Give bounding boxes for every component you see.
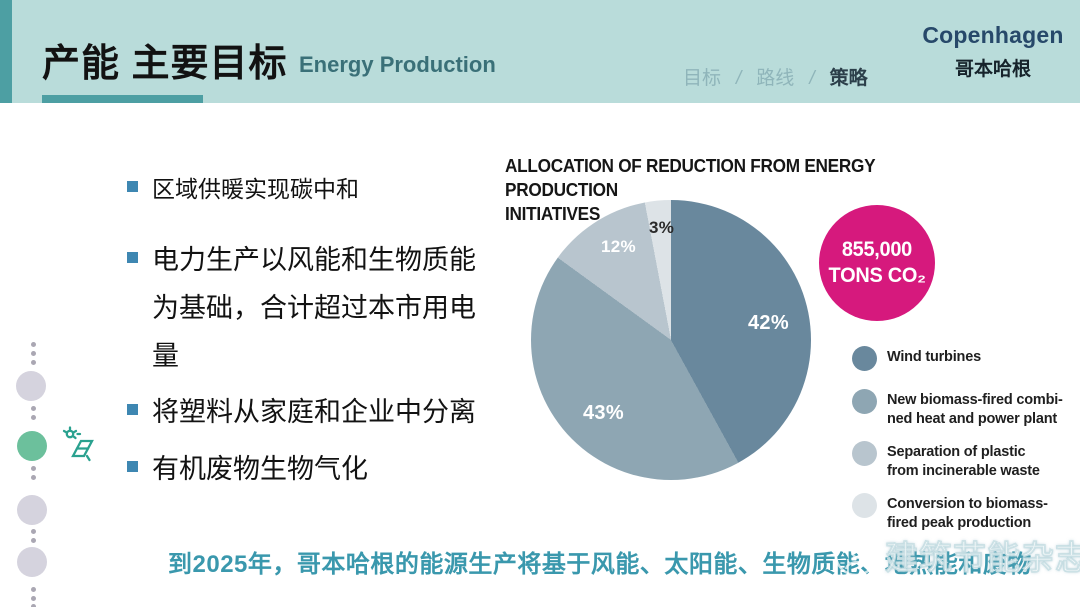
pie-label-plastic: 12%: [601, 237, 636, 256]
legend-item: New biomass-fired combi- ned heat and po…: [852, 389, 1067, 429]
breadcrumb-separator: /: [809, 68, 815, 89]
breadcrumb: 目标 / 路线 / 策略: [683, 63, 868, 90]
watermark-text: 建筑节能杂志: [885, 539, 1080, 577]
timeline-dot: [31, 538, 36, 543]
timeline-dot: [31, 466, 36, 471]
header: 产能 主要目标 Energy Production 目标 / 路线 / 策略 C…: [0, 0, 1080, 103]
breadcrumb-item-strategy[interactable]: 策略: [829, 68, 868, 89]
timeline-dot: [31, 596, 36, 601]
bullet-icon: [127, 404, 138, 415]
bullet-icon: [127, 252, 138, 263]
list-item: 有机废物生物气化: [127, 447, 527, 491]
timeline-dot: [31, 351, 36, 356]
pie-label-biomass: 43%: [583, 402, 624, 424]
legend-item: Conversion to biomass- fired peak produc…: [852, 493, 1067, 533]
timeline-dot: [31, 360, 36, 365]
legend-swatch: [852, 441, 877, 466]
timeline-dot: [31, 406, 36, 411]
pie-chart: [531, 200, 811, 480]
legend-swatch: [852, 346, 877, 371]
bullet-icon: [127, 181, 138, 192]
list-item: 将塑料从家庭和企业中分离: [127, 390, 527, 434]
header-accent-bar: [0, 0, 12, 103]
bullet-icon: [127, 461, 138, 472]
pie-label-wind: 42%: [748, 312, 789, 334]
legend-item: Separation of plastic from incinerable w…: [852, 441, 1067, 481]
timeline-dot: [31, 587, 36, 592]
timeline-dot: [31, 604, 36, 607]
legend-item: Wind turbines: [852, 346, 1067, 371]
timeline-node: [17, 547, 47, 577]
co2-badge: 855,000 TONS CO₂: [819, 205, 935, 321]
solar-panel-icon: [62, 426, 94, 462]
breadcrumb-separator: /: [736, 68, 742, 89]
timeline-dot: [31, 342, 36, 347]
brand-name-en: Copenhagen: [922, 22, 1064, 48]
breadcrumb-item-roadmap[interactable]: 路线: [756, 68, 795, 89]
timeline-dot: [31, 529, 36, 534]
wechat-logo-icon: [834, 533, 878, 577]
pie-label-peak: 3%: [649, 218, 675, 237]
timeline-node: [16, 371, 46, 401]
list-item: 区域供暖实现碳中和: [127, 172, 527, 206]
legend-swatch: [852, 493, 877, 518]
watermark: 建筑节能杂志: [832, 531, 1080, 579]
page-subtitle: Energy Production: [299, 52, 496, 77]
list-item: 电力生产以风能和生物质能 为基础，合计超过本市用电 量: [127, 236, 527, 380]
title-underline: [42, 95, 203, 103]
legend-swatch: [852, 389, 877, 414]
brand-logo: Copenhagen 哥本哈根: [922, 22, 1064, 81]
bullet-list: 区域供暖实现碳中和 电力生产以风能和生物质能 为基础，合计超过本市用电 量 将塑…: [127, 172, 527, 491]
chart-legend: Wind turbines New biomass-fired combi- n…: [852, 346, 1067, 533]
timeline-dot: [31, 475, 36, 480]
timeline-node: [17, 495, 47, 525]
timeline-dot: [31, 415, 36, 420]
breadcrumb-item-goal[interactable]: 目标: [683, 68, 722, 89]
timeline-node-active: [17, 431, 47, 461]
page-title: 产能 主要目标: [42, 43, 288, 85]
footer-note: 到2025年，哥本哈根的能源生产将基于风能、太阳能、生物质能、地热能和废物: [168, 551, 1032, 578]
brand-name-zh: 哥本哈根: [954, 59, 1031, 80]
chart-title: ALLOCATION OF REDUCTION FROM ENERGY PROD…: [505, 155, 876, 224]
